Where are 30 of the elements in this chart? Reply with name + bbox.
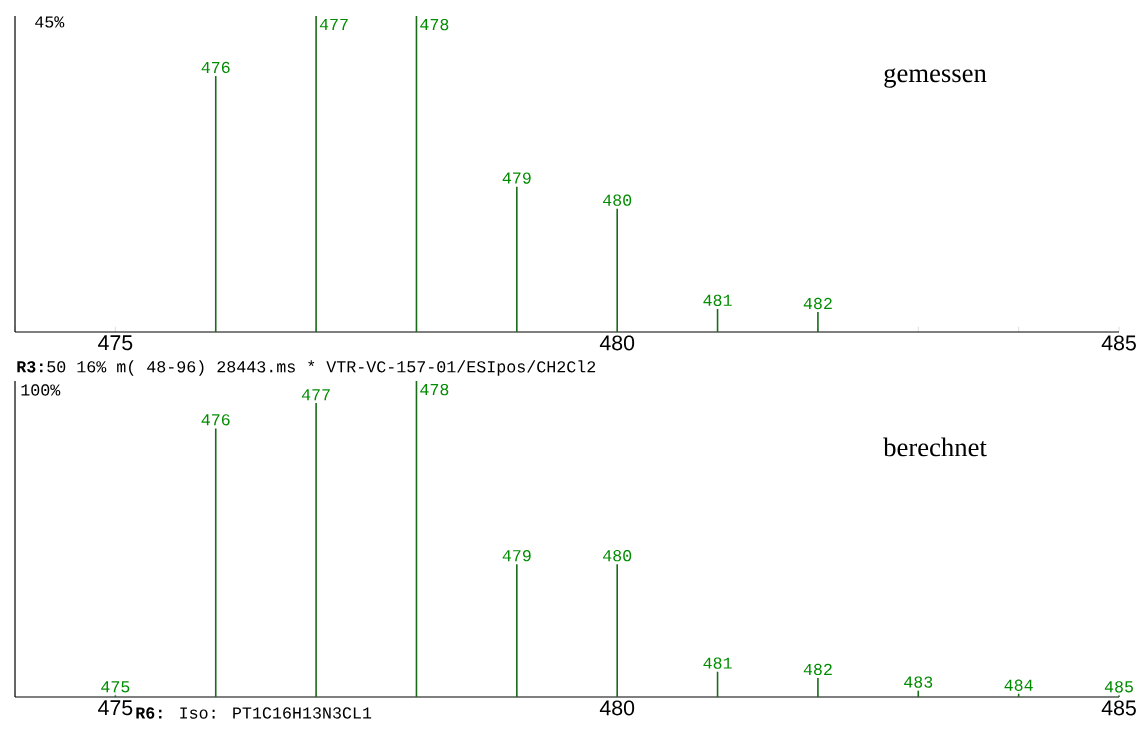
annotation: 482 xyxy=(803,297,832,310)
x-tick-label: 485 xyxy=(1101,700,1136,716)
annotation: gemessen xyxy=(884,68,987,88)
annotation: 475 xyxy=(101,681,130,693)
annotation: 480 xyxy=(603,194,632,206)
x-tick-label: 480 xyxy=(599,700,635,716)
annotation: 479 xyxy=(502,550,531,562)
annotation: 477 xyxy=(301,389,330,401)
text: R6: Iso: PT1C16H13N3CL1 xyxy=(136,707,372,719)
annotation: 100% xyxy=(21,384,61,396)
annotation: 479 xyxy=(502,172,531,184)
annotation: berechnet xyxy=(883,437,987,457)
annotation: 480 xyxy=(603,550,632,562)
annotation: 45% xyxy=(35,16,65,28)
annotation: 478 xyxy=(420,18,449,31)
x-tick-label: 475 xyxy=(98,700,133,716)
annotation: 476 xyxy=(201,414,230,426)
annotation: 477 xyxy=(319,18,348,30)
annotation: 485 xyxy=(1104,681,1133,693)
annotation: 484 xyxy=(1004,679,1033,691)
annotation: 476 xyxy=(201,61,230,74)
annotation: 481 xyxy=(703,657,732,669)
annotation: 483 xyxy=(904,676,933,688)
text: R3:50 16% m( 48-96) 28443.ms * VTR-VC-157-01/ESIpos/CH2Cl2 xyxy=(17,360,596,376)
annotation: 482 xyxy=(803,663,832,676)
x-tick-label: 485 xyxy=(1101,335,1136,351)
annotation: 481 xyxy=(703,294,732,306)
x-tick-label: 480 xyxy=(599,335,635,351)
x-tick-label: 475 xyxy=(98,335,133,351)
annotation: 478 xyxy=(420,383,449,396)
